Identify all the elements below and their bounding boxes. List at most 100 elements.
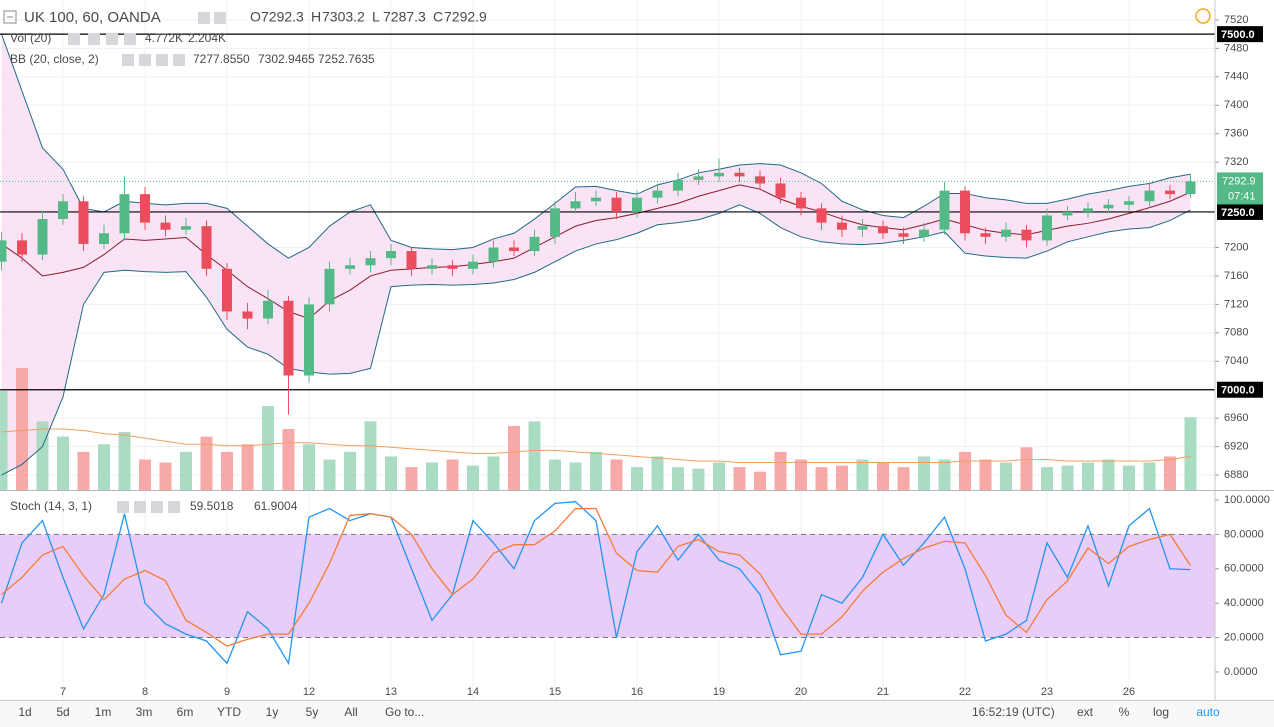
candle-body bbox=[406, 251, 417, 269]
range-button[interactable]: 1m bbox=[95, 705, 112, 719]
candle-body bbox=[263, 300, 273, 319]
icon[interactable] bbox=[151, 501, 163, 513]
candle-body bbox=[488, 247, 499, 262]
toolbar: 1d 5d 1m 3m 6m YTD 1y 5y All Go to... 16:52:19 (UT… bbox=[18, 705, 1220, 719]
bb-upper-value: 7302.9465 bbox=[258, 52, 315, 66]
icon[interactable] bbox=[134, 501, 146, 513]
icons bbox=[68, 33, 136, 45]
candle-body bbox=[529, 236, 540, 252]
range-button[interactable]: 3m bbox=[136, 705, 153, 719]
x-tick-label: 13 bbox=[385, 686, 397, 698]
candle-body bbox=[714, 172, 724, 177]
x-tick-label: 23 bbox=[1041, 686, 1053, 698]
legend: UK 100, 60, OANDA Vol (20) 4.772K 2.204K… bbox=[3, 8, 1211, 513]
alert-icon[interactable] bbox=[1195, 8, 1211, 24]
volume-bar bbox=[77, 451, 90, 490]
icon[interactable] bbox=[198, 12, 210, 24]
candle-body bbox=[919, 229, 929, 237]
volume-bar bbox=[180, 451, 192, 490]
icon[interactable] bbox=[173, 54, 185, 66]
y-tick-label: 7520 bbox=[1224, 14, 1248, 26]
volume-bar bbox=[508, 425, 520, 490]
volume-bar bbox=[405, 467, 418, 490]
x-tick-label: 8 bbox=[142, 686, 148, 698]
icon[interactable] bbox=[156, 54, 168, 66]
bb-upper bbox=[1, 33, 1191, 259]
volume-bar bbox=[57, 436, 69, 490]
candle-body bbox=[980, 233, 991, 237]
volume-bar bbox=[282, 429, 295, 490]
candle-body bbox=[99, 233, 109, 244]
candle-body bbox=[734, 172, 745, 177]
candle-body bbox=[898, 233, 909, 237]
candle-body bbox=[1062, 211, 1073, 216]
x-tick-label: 16 bbox=[631, 686, 643, 698]
volume-bar bbox=[426, 462, 438, 490]
volume-bar bbox=[241, 444, 254, 490]
x-tick-label: 9 bbox=[224, 686, 230, 698]
range-button[interactable]: 1y bbox=[266, 705, 279, 719]
countdown: 07:41 bbox=[1228, 190, 1256, 202]
candle-body bbox=[796, 197, 806, 209]
icon[interactable] bbox=[88, 33, 100, 45]
range-button[interactable]: 1d bbox=[18, 705, 31, 719]
range-button[interactable]: 5d bbox=[56, 705, 69, 719]
candle-body bbox=[509, 247, 519, 252]
icon[interactable] bbox=[124, 33, 136, 45]
x-tick-label: 21 bbox=[877, 686, 889, 698]
icon[interactable] bbox=[68, 33, 80, 45]
candle-body bbox=[550, 208, 560, 237]
volume-ma bbox=[1, 428, 1191, 464]
icon[interactable] bbox=[214, 12, 226, 24]
x-tick-label: 22 bbox=[959, 686, 971, 698]
y-tick-label: 7160 bbox=[1224, 270, 1248, 282]
collapse-icon[interactable] bbox=[3, 10, 17, 24]
toolbar-bg bbox=[0, 701, 1274, 727]
icon[interactable] bbox=[122, 54, 134, 66]
ohlc-value: 7287.3 bbox=[383, 9, 426, 25]
range-button[interactable]: All bbox=[344, 705, 357, 719]
volume-bar bbox=[979, 459, 992, 490]
volume-bar bbox=[98, 444, 110, 490]
candle-body bbox=[878, 226, 888, 234]
option-button[interactable]: ext bbox=[1077, 705, 1094, 719]
volume-bar bbox=[262, 406, 274, 490]
icon[interactable] bbox=[106, 33, 118, 45]
candle-body bbox=[1103, 204, 1114, 209]
candle-body bbox=[693, 176, 704, 180]
option-button[interactable]: % bbox=[1119, 705, 1130, 719]
icon[interactable] bbox=[168, 501, 180, 513]
volume-bar bbox=[528, 421, 541, 490]
option-button[interactable]: auto bbox=[1196, 705, 1220, 719]
icons bbox=[198, 12, 226, 24]
stoch-line bbox=[0, 500, 1191, 666]
y-tick-label: 6920 bbox=[1224, 441, 1248, 453]
bb-middle bbox=[1, 184, 1191, 320]
stoch-d-value: 61.9004 bbox=[254, 499, 298, 513]
volume-bar bbox=[549, 459, 561, 490]
volume-bar bbox=[754, 471, 766, 490]
goto-button[interactable]: Go to... bbox=[385, 705, 424, 719]
candle-body bbox=[140, 194, 150, 223]
icon[interactable] bbox=[117, 501, 129, 513]
y-tick-label: 6880 bbox=[1224, 469, 1248, 481]
volume-bar bbox=[1020, 447, 1033, 490]
volume-bar bbox=[200, 436, 213, 490]
volume-bar bbox=[672, 467, 684, 490]
candle-body bbox=[1021, 229, 1032, 241]
icon[interactable] bbox=[139, 54, 151, 66]
range-button[interactable]: 6m bbox=[177, 705, 194, 719]
price-tag bbox=[1217, 172, 1263, 205]
range-button[interactable]: YTD bbox=[217, 705, 241, 719]
bb-name: BB (20, close, 2) bbox=[10, 52, 99, 66]
candle-body bbox=[304, 304, 314, 376]
bb-fill bbox=[1, 34, 1191, 476]
volume-bar bbox=[713, 462, 725, 490]
volume-bar bbox=[733, 467, 746, 490]
range-button[interactable]: 5y bbox=[306, 705, 319, 719]
volume-bar bbox=[631, 467, 643, 490]
candle-body bbox=[37, 219, 48, 255]
volume-name: Vol (20) bbox=[10, 31, 51, 45]
volume-bar bbox=[938, 459, 951, 490]
option-button[interactable]: log bbox=[1153, 705, 1169, 719]
